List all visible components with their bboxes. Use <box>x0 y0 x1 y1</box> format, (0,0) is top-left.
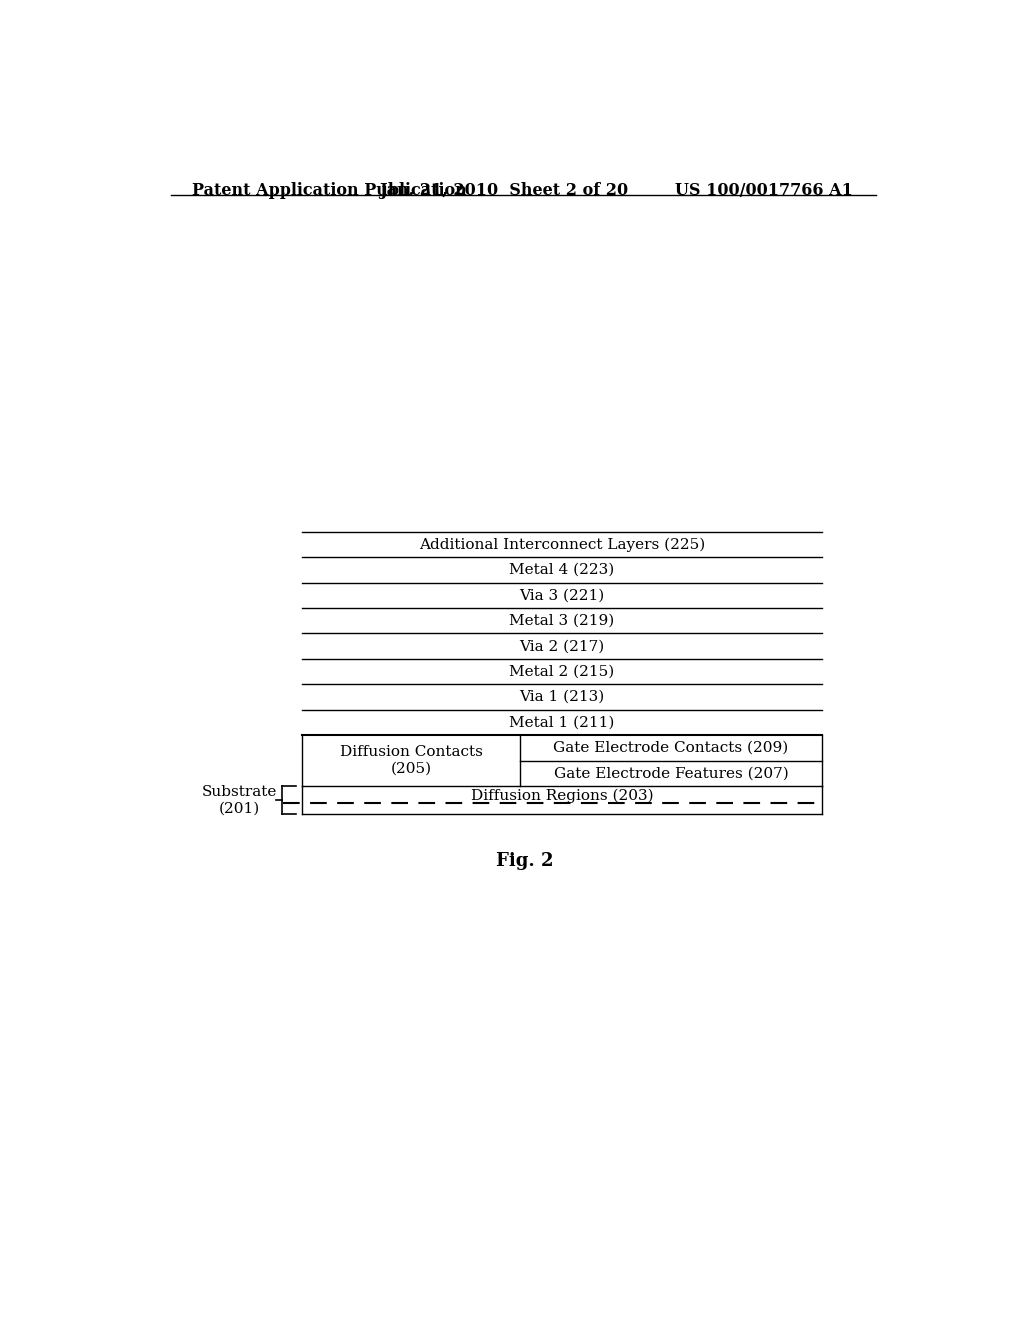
Text: Fig. 2: Fig. 2 <box>496 851 554 870</box>
Text: Jan. 21, 2010  Sheet 2 of 20: Jan. 21, 2010 Sheet 2 of 20 <box>379 182 629 198</box>
Text: Metal 3 (219): Metal 3 (219) <box>509 614 614 628</box>
Text: Diffusion Contacts
(205): Diffusion Contacts (205) <box>340 746 483 776</box>
Text: Metal 2 (215): Metal 2 (215) <box>509 664 614 678</box>
Text: Via 3 (221): Via 3 (221) <box>519 589 604 602</box>
Text: Via 2 (217): Via 2 (217) <box>519 639 604 653</box>
Text: Gate Electrode Features (207): Gate Electrode Features (207) <box>554 766 788 780</box>
Text: Metal 1 (211): Metal 1 (211) <box>509 715 614 730</box>
Text: Metal 4 (223): Metal 4 (223) <box>509 562 614 577</box>
Text: Additional Interconnect Layers (225): Additional Interconnect Layers (225) <box>419 537 706 552</box>
Text: Patent Application Publication: Patent Application Publication <box>191 182 466 198</box>
Text: Substrate
(201): Substrate (201) <box>202 785 278 816</box>
Text: Via 1 (213): Via 1 (213) <box>519 690 604 704</box>
Text: US 100/0017766 A1: US 100/0017766 A1 <box>675 182 853 198</box>
Text: Gate Electrode Contacts (209): Gate Electrode Contacts (209) <box>553 741 788 755</box>
Text: Diffusion Regions (203): Diffusion Regions (203) <box>471 788 653 803</box>
